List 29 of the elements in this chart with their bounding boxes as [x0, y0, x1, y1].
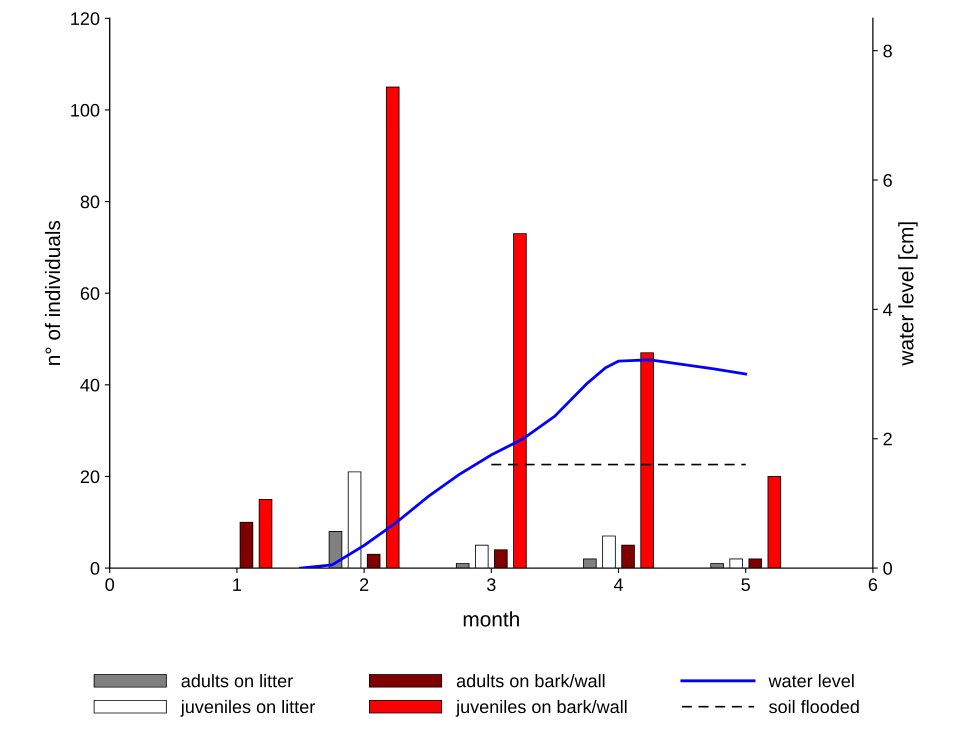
- y-tick-label: 0: [90, 562, 100, 575]
- legend-label: juveniles on litter: [180, 700, 315, 717]
- x-tick-label: 1: [233, 578, 242, 591]
- y2-tick-label: 2: [884, 432, 892, 446]
- legend-label: adults on litter: [182, 674, 293, 688]
- x-tick-label: 3: [486, 578, 496, 592]
- y2-tick-label: 0: [883, 562, 892, 575]
- y2-axis-title: water level [cm]: [898, 222, 918, 366]
- x-tick-label: 5: [741, 578, 750, 592]
- legend-label: adults on bark/wall: [456, 674, 604, 688]
- y-tick-label: 60: [80, 287, 100, 300]
- legend-label: soil flooded: [769, 700, 859, 714]
- y2-tick-label: 6: [884, 174, 892, 187]
- y-axis-title: n° of individuals: [44, 220, 60, 365]
- legend-label: juveniles on bark/wall: [456, 700, 627, 717]
- x-tick-label: 4: [614, 578, 624, 591]
- x-axis-title: month: [464, 611, 519, 627]
- y2-tick-label: 8: [883, 44, 892, 58]
- line-series: [299, 358, 748, 568]
- x-tick-label: 6: [868, 578, 878, 592]
- y-tick-label: 120: [71, 12, 100, 26]
- y-tick-label: 80: [80, 196, 100, 208]
- y2-tick-label: 4: [883, 303, 892, 316]
- y-tick-label: 100: [71, 104, 100, 117]
- legend-label: water level: [768, 674, 854, 688]
- y-tick-label: 20: [80, 470, 100, 484]
- y-tick-label: 40: [80, 378, 100, 392]
- x-tick-label: 2: [360, 578, 368, 591]
- x-tick-label: 0: [105, 578, 114, 592]
